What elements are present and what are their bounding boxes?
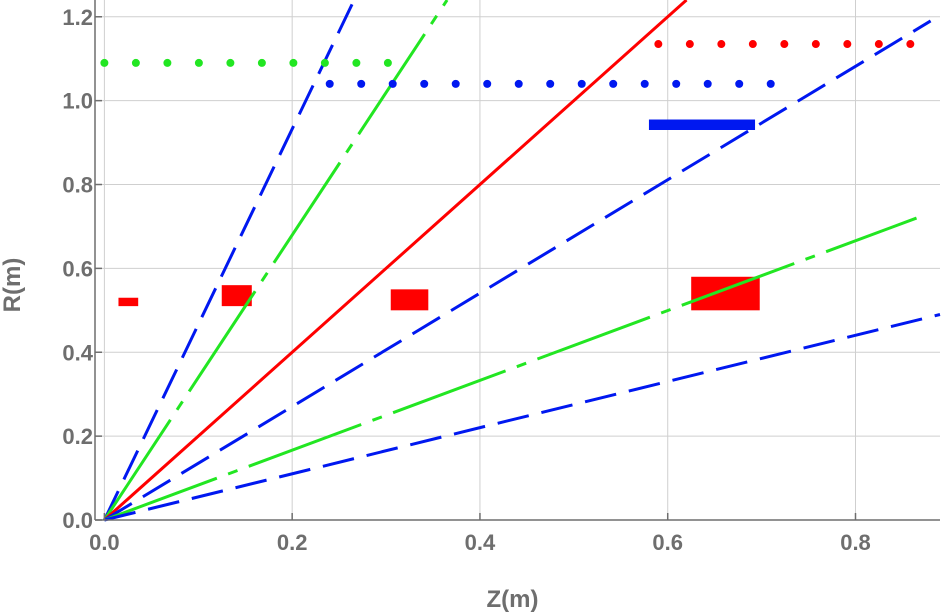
dot-marker: [843, 40, 852, 49]
dot-marker: [383, 58, 392, 67]
dot-marker: [163, 58, 172, 67]
blue-dotted-level: [325, 79, 775, 88]
dot-marker: [748, 40, 757, 49]
red-dotted-level: [654, 40, 915, 49]
dot-marker: [685, 40, 694, 49]
dot-marker: [874, 40, 883, 49]
dot-marker: [672, 79, 681, 88]
dot-marker: [735, 79, 744, 88]
y-tick-label: 0.8: [62, 173, 93, 198]
y-tick-label: 0.6: [62, 256, 93, 281]
dot-marker: [703, 79, 712, 88]
x-tick-label: 0.2: [277, 530, 308, 555]
y-tick-label: 0.0: [62, 508, 93, 533]
x-axis-label: Z(m): [487, 586, 539, 613]
dot-marker: [811, 40, 820, 49]
y-tick-label: 1.0: [62, 89, 93, 114]
dot-marker: [609, 79, 618, 88]
axes: [94, 0, 940, 521]
dot-marker: [766, 79, 775, 88]
dot-marker: [420, 79, 429, 88]
dot-marker: [483, 79, 492, 88]
blue-dashed-mid: [103, 19, 932, 522]
red-coil-2: [221, 285, 252, 307]
dot-marker: [325, 79, 334, 88]
blue-bar: [648, 119, 756, 130]
dot-marker: [320, 58, 329, 67]
dot-marker: [194, 58, 203, 67]
dot-marker: [717, 40, 726, 49]
green-dotted-level: [100, 58, 392, 67]
dot-marker: [357, 79, 366, 88]
blue-dashed-shallow: [104, 313, 941, 522]
y-tick-label: 0.4: [62, 340, 93, 365]
dot-marker: [257, 58, 266, 67]
dot-marker: [780, 40, 789, 49]
dot-marker: [546, 79, 555, 88]
x-tick-label: 0.8: [840, 530, 871, 555]
blue-dashed-steep: [103, 0, 356, 521]
dot-marker: [352, 58, 361, 67]
coil-rectangles: [118, 119, 760, 311]
x-tick-label: 0.0: [89, 530, 120, 555]
dot-marker: [226, 58, 235, 67]
y-tick-label: 1.2: [62, 5, 93, 30]
grid-lines: [95, 0, 940, 521]
x-tick-label: 0.4: [465, 530, 496, 555]
dot-marker: [289, 58, 298, 67]
dot-marker: [131, 58, 140, 67]
dot-marker: [388, 79, 397, 88]
red-solid: [103, 0, 688, 522]
x-tick-label: 0.6: [652, 530, 683, 555]
red-coil-1: [118, 297, 139, 307]
data-series: [100, 0, 941, 522]
red-coil-4: [691, 276, 760, 311]
dot-marker: [451, 79, 460, 88]
dot-marker: [654, 40, 663, 49]
y-axis-label: R(m): [0, 258, 26, 313]
dot-marker: [906, 40, 915, 49]
y-tick-label: 0.2: [62, 424, 93, 449]
dot-marker: [640, 79, 649, 88]
green-dashdot-shallow: [103, 216, 918, 522]
dot-marker: [514, 79, 523, 88]
red-coil-3: [390, 289, 429, 311]
tick-labels: 0.0 0.2 0.4 0.6 0.8 0.0 0.2 0.4 0.6 0.8 1.0 1.2: [62, 5, 870, 555]
dot-marker: [100, 58, 109, 67]
dot-marker: [577, 79, 586, 88]
